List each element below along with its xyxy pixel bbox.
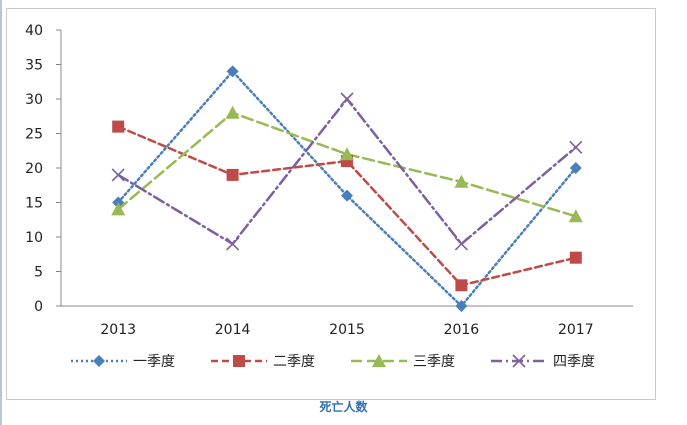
data-point-s4-2017 [569, 140, 583, 154]
y-tick-labels: 0 5 10 15 20 25 30 35 40 [25, 23, 43, 315]
x-marker-stroke [340, 92, 354, 106]
x-tick-labels: 2013 2014 2015 2016 2017 [100, 322, 593, 338]
line-chart: 0 5 10 15 20 25 30 35 40 2013 2014 2015 2016 2017 一季… [25, 23, 633, 370]
data-point-s1-2017 [569, 162, 582, 174]
x-tick-label: 2016 [444, 322, 480, 338]
x-marker-stroke [454, 237, 468, 251]
legend-swatch-marker [372, 354, 386, 367]
series-lines [116, 69, 578, 308]
y-tick-label: 30 [25, 92, 43, 108]
data-point-s3-2016 [454, 174, 469, 188]
x-tick-label: 2013 [100, 322, 136, 338]
y-tick-label: 15 [25, 196, 43, 212]
y-tick-label: 0 [34, 299, 43, 315]
legend-swatch-marker [93, 355, 105, 367]
x-tick-label: 2014 [215, 322, 251, 338]
legend-swatch-marker [512, 354, 526, 368]
y-tick-label: 10 [25, 230, 43, 246]
y-tick-label: 5 [34, 265, 43, 281]
y-tick-label: 25 [25, 127, 43, 143]
x-tick-label: 2017 [558, 322, 594, 338]
data-point-s4-2014 [226, 237, 240, 251]
data-point-s4-2013 [111, 168, 125, 182]
legend-swatch-marker [233, 355, 245, 367]
data-point-s2-2016 [455, 279, 468, 292]
legend-item-3: 三季度 [351, 354, 455, 370]
x-marker-stroke [569, 140, 583, 154]
x-tick-label: 2015 [329, 322, 365, 338]
legend-label: 二季度 [273, 354, 315, 370]
data-point-s2-2017 [569, 251, 582, 264]
y-tick-label: 40 [25, 23, 43, 39]
series-line-4 [116, 96, 578, 246]
legend-item-4: 四季度 [491, 354, 595, 370]
y-tick-label: 20 [25, 161, 43, 177]
x-marker-stroke [226, 237, 240, 251]
legend-label: 一季度 [133, 354, 175, 370]
x-marker-stroke [512, 354, 526, 368]
chart-caption: 死亡人数 [319, 400, 368, 414]
data-point-s2-2013 [112, 120, 125, 133]
series-line-2 [116, 125, 578, 287]
data-point-s1-2015 [341, 189, 353, 202]
data-point-s3-2013 [111, 202, 126, 216]
axes [56, 29, 633, 307]
chart-frame: 0 5 10 15 20 25 30 35 40 2013 2014 2015 2016 2017 一季… [6, 8, 656, 400]
data-point-s4-2016 [454, 237, 468, 251]
data-point-s3-2015 [340, 147, 354, 161]
legend-label: 三季度 [413, 354, 455, 370]
data-point-s2-2014 [226, 168, 239, 181]
data-point-s3-2014 [225, 105, 240, 119]
page-left-border [0, 0, 2, 425]
series-markers [111, 65, 583, 312]
legend-item-2: 二季度 [211, 354, 315, 370]
legend-item-1: 一季度 [71, 354, 175, 370]
series-line-1 [116, 69, 578, 308]
legend: 一季度 二季度 三季度 四季度 [71, 354, 595, 370]
y-tick-label: 35 [25, 58, 43, 74]
x-marker-stroke [111, 168, 125, 182]
data-point-s4-2015 [340, 92, 354, 106]
data-point-s3-2017 [568, 209, 583, 223]
data-point-s1-2016 [455, 300, 468, 312]
legend-label: 四季度 [553, 354, 595, 370]
data-point-s1-2014 [226, 65, 239, 78]
